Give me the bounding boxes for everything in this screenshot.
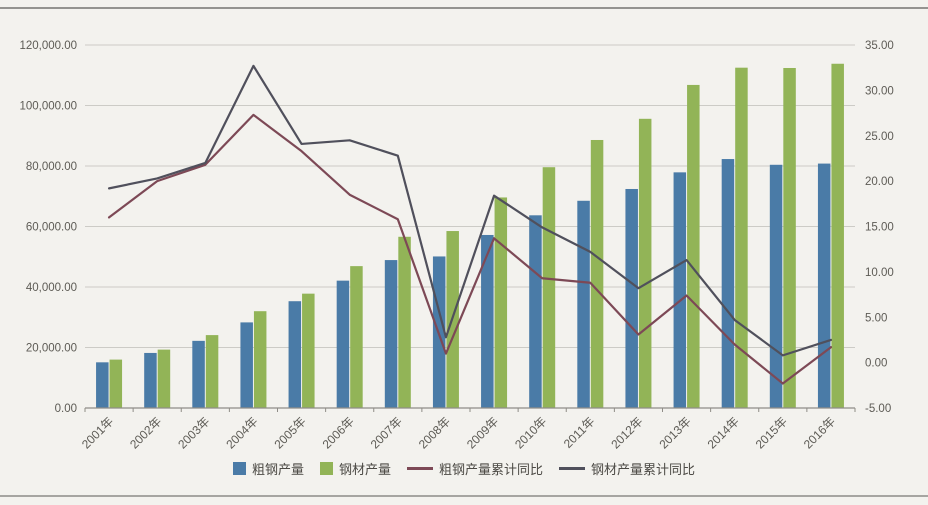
x-axis-label: 2005年: [271, 414, 308, 451]
right-axis-tick-label: 5.00: [865, 312, 887, 324]
bar-steel-products-output: [638, 118, 652, 408]
right-axis-tick-label: -5.00: [865, 403, 891, 415]
line-crude-steel-yoy: [107, 113, 833, 385]
x-axis-label: 2001年: [79, 414, 116, 451]
x-axis-label: 2007年: [368, 414, 405, 451]
bar-crude-steel-output: [529, 215, 542, 408]
bar-crude-steel-output: [384, 260, 398, 408]
x-axis-label: 2011年: [561, 414, 598, 451]
right-axis-tick-label: 0.00: [865, 358, 887, 370]
right-axis-tick-label: 15.00: [865, 222, 894, 234]
legend-item-crude-steel-output: 粗钢产量: [232, 459, 304, 478]
x-axis-label: 2009年: [464, 414, 501, 451]
left-axis-tick-label: 60,000.00: [26, 222, 77, 234]
legend-square-swatch: [319, 462, 333, 475]
x-axis-label: 2008年: [416, 414, 453, 451]
right-axis-tick-label: 30.00: [865, 85, 894, 97]
bar-crude-steel-output: [625, 188, 638, 408]
right-axis-tick-label: 35.00: [865, 40, 894, 52]
bar-steel-products-output: [157, 349, 171, 408]
bar-crude-steel-output: [481, 234, 494, 408]
left-axis-tick-label: 100,000.00: [19, 101, 77, 113]
legend-label: 钢材产量: [338, 462, 391, 477]
x-axis-label: 2006年: [320, 414, 357, 451]
bar-crude-steel-output: [96, 362, 109, 408]
bar-steel-products-output: [253, 311, 267, 408]
bar-crude-steel-output: [577, 200, 590, 408]
bar-steel-products-output: [687, 84, 700, 409]
bar-steel-products-output: [109, 359, 123, 408]
bar-crude-steel-output: [721, 159, 735, 408]
left-axis-tick-label: 20,000.00: [26, 343, 77, 355]
left-axis-tick-label: 40,000.00: [26, 282, 77, 294]
x-axis-label: 2013年: [656, 414, 693, 451]
x-axis-label: 2004年: [223, 414, 260, 451]
legend-item-steel-products-yoy: 钢材产量累计同比: [559, 459, 695, 478]
bar-crude-steel-output: [288, 301, 302, 408]
bar-steel-products-output: [398, 236, 411, 408]
right-axis-tick-label: 25.00: [865, 131, 894, 143]
x-axis-label: 2015年: [753, 414, 790, 451]
bar-steel-products-output: [350, 266, 363, 408]
legend-label: 钢材产量累计同比: [591, 462, 696, 477]
bar-steel-products-output: [494, 197, 508, 408]
bar-steel-products-output: [735, 67, 748, 408]
bar-steel-products-output: [590, 139, 604, 409]
bar-steel-products-output: [783, 67, 796, 409]
chart-legend: 粗钢产量 钢材产量 粗钢产量累计同比 钢材产量累计同比: [0, 459, 928, 478]
bar-steel-products-output: [831, 63, 844, 408]
x-axis-label: 2010年: [512, 414, 549, 451]
legend-label: 粗钢产量: [251, 462, 304, 477]
legend-square-swatch: [232, 462, 246, 475]
bar-steel-products-output: [302, 293, 315, 408]
bar-steel-products-output: [542, 167, 556, 408]
bar-steel-products-output: [205, 335, 219, 408]
steel-production-chart: 0.00 20,000.00 40,000.00 60,000.00 80,000.00…: [19, 40, 894, 451]
bar-crude-steel-output: [817, 163, 831, 408]
bar-crude-steel-output: [144, 352, 157, 408]
x-axis-label: 2003年: [175, 414, 212, 451]
bottom-border-line: [0, 495, 928, 497]
legend-item-crude-steel-yoy: 粗钢产量累计同比: [407, 459, 543, 478]
bar-crude-steel-output: [336, 280, 350, 408]
line-steel-products-yoy: [107, 64, 833, 357]
bar-crude-steel-output: [192, 340, 205, 408]
bar-crude-steel-output: [769, 164, 783, 408]
legend-label: 粗钢产量累计同比: [439, 462, 544, 477]
bar-crude-steel-output: [240, 322, 253, 408]
x-axis-label: 2012年: [608, 414, 645, 451]
right-axis-tick-label: 20.00: [865, 176, 894, 188]
legend-line-swatch: [407, 467, 433, 470]
bar-crude-steel-output: [673, 172, 687, 408]
right-axis-tick-label: 10.00: [865, 267, 894, 279]
left-axis-tick-label: 80,000.00: [26, 161, 77, 173]
x-axis-label: 2016年: [801, 414, 838, 451]
left-axis-tick-label: 120,000.00: [19, 40, 77, 52]
legend-line-swatch: [559, 467, 586, 470]
top-border-line: [0, 7, 928, 9]
x-axis-label: 2014年: [705, 414, 742, 451]
left-axis-tick-label: 0.00: [55, 403, 77, 415]
legend-item-steel-products-output: 钢材产量: [319, 459, 391, 478]
x-axis-label: 2002年: [127, 414, 164, 451]
